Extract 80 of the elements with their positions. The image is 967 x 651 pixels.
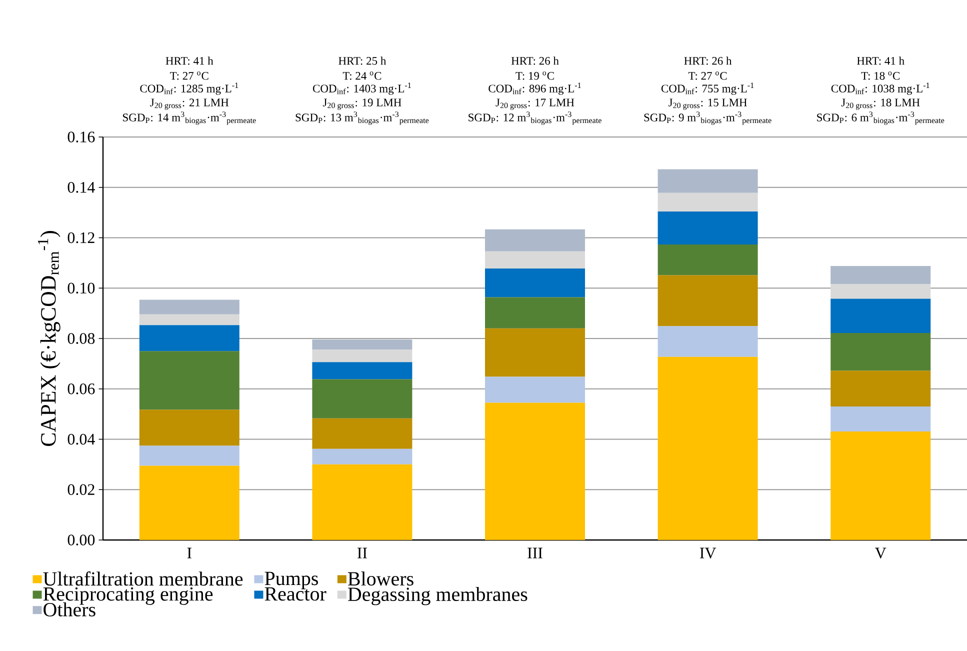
bar (139, 314, 240, 326)
text: HRT: 26 h (511, 56, 559, 65)
bar (485, 402, 586, 540)
bar (485, 251, 586, 268)
text: COD$_{inf}$: 1285 mg·L$^{-1}$ (140, 82, 238, 95)
bar (485, 268, 586, 298)
bar (658, 275, 758, 326)
bar (658, 326, 758, 357)
text: SGD$_{P}$: 12 m$^{3}$$_{biogas}$·m$^{-3}$permeate (468, 112, 602, 125)
legend-label: Degassing membranes (348, 586, 528, 606)
bar (139, 410, 240, 446)
bar (485, 376, 586, 403)
bar (830, 298, 931, 333)
text: T: 18 $^{o}$C (861, 71, 900, 80)
x-tick-label: II (357, 548, 367, 558)
text: COD$_{inf}$: 1038 mg·L$^{-1}$ (831, 82, 930, 95)
bar (658, 212, 758, 245)
legend-label: Pumps (264, 572, 318, 590)
bar (139, 325, 240, 352)
bar (658, 244, 758, 276)
text: J$_{20 gross}$: 21 LMH (150, 98, 229, 110)
text: J$_{20 gross}$: 17 LMH (496, 98, 574, 110)
bar (312, 350, 412, 362)
text: T: 24 $^{o}$C (342, 71, 382, 80)
text: SGD$_{P}$: 6 m$^{3}$$_{biogas}$·m$^{-3}$permeate (817, 112, 944, 125)
bar (658, 192, 758, 212)
bar (658, 356, 758, 540)
y-tick-label: 0.16 (68, 132, 95, 142)
text: COD$_{inf}$: 755 mg·L$^{-1}$ (661, 82, 754, 95)
legend-label: Blowers (348, 572, 414, 586)
y-axis-title: CAPEX (€·kgCOD$_{rem}$$^{-1}$) (38, 231, 60, 446)
text: T: 27 $^{o}$C (688, 71, 727, 80)
x-tick-label: III (528, 548, 542, 558)
x-tick-label: I (187, 548, 192, 558)
text: J$_{20 gross}$: 15 LMH (668, 98, 747, 110)
text: J$_{20 gross}$: 19 LMH (322, 98, 402, 110)
y-tick-label: 0.06 (68, 383, 95, 394)
bar (485, 229, 586, 252)
bar (658, 169, 758, 193)
y-tick-label: 0.04 (68, 434, 95, 445)
bar (830, 431, 931, 540)
text: J$_{20 gross}$: 18 LMH (841, 98, 920, 110)
text: HRT: 26 h (684, 56, 732, 65)
y-tick-label: 0.00 (68, 534, 95, 546)
bar (312, 448, 412, 464)
text: SGD$_{P}$: 13 m$^{3}$$_{biogas}$·m$^{-3}$permeate (296, 112, 429, 125)
text: SGD$_{P}$: 9 m$^{3}$$_{biogas}$·m$^{-3}$permeate (644, 112, 772, 125)
bar (830, 370, 931, 407)
bar (312, 464, 412, 540)
bar (139, 351, 240, 410)
y-tick-label: 0.08 (68, 333, 95, 344)
text: T: 19 $^{o}$C (516, 71, 554, 80)
x-tick-label: V (875, 548, 886, 559)
bar (830, 406, 931, 432)
bar (830, 332, 931, 371)
text: COD$_{inf}$: 896 mg·L$^{-1}$ (488, 82, 581, 95)
bar (830, 266, 931, 284)
text: HRT: 41 h (856, 56, 904, 65)
legend-label: Reactor (264, 587, 326, 601)
bar (312, 379, 412, 418)
bar (485, 328, 586, 377)
bar (830, 284, 931, 299)
bar (139, 446, 240, 466)
y-tick-label: 0.10 (68, 282, 95, 294)
bar (485, 297, 586, 328)
text: HRT: 41 h (166, 56, 214, 65)
bar (312, 340, 412, 350)
y-tick-label: 0.14 (68, 182, 95, 193)
bar (139, 300, 240, 314)
y-tick-label: 0.02 (68, 484, 94, 496)
bar (312, 418, 412, 449)
y-tick-label: 0.12 (68, 232, 94, 244)
x-tick-label: IV (700, 548, 716, 559)
text: COD$_{inf}$: 1403 mg·L$^{-1}$ (312, 82, 411, 95)
bar (139, 466, 240, 540)
bar (312, 362, 412, 380)
legend-label: Ultrafiltration membrane (43, 571, 243, 586)
text: T: 27 $^{o}$C (170, 71, 208, 80)
text: SGD$_{P}$: 14 m$^{3}$$_{biogas}$·m$^{-3}$permeate (122, 112, 256, 125)
text: HRT: 25 h (338, 56, 386, 65)
